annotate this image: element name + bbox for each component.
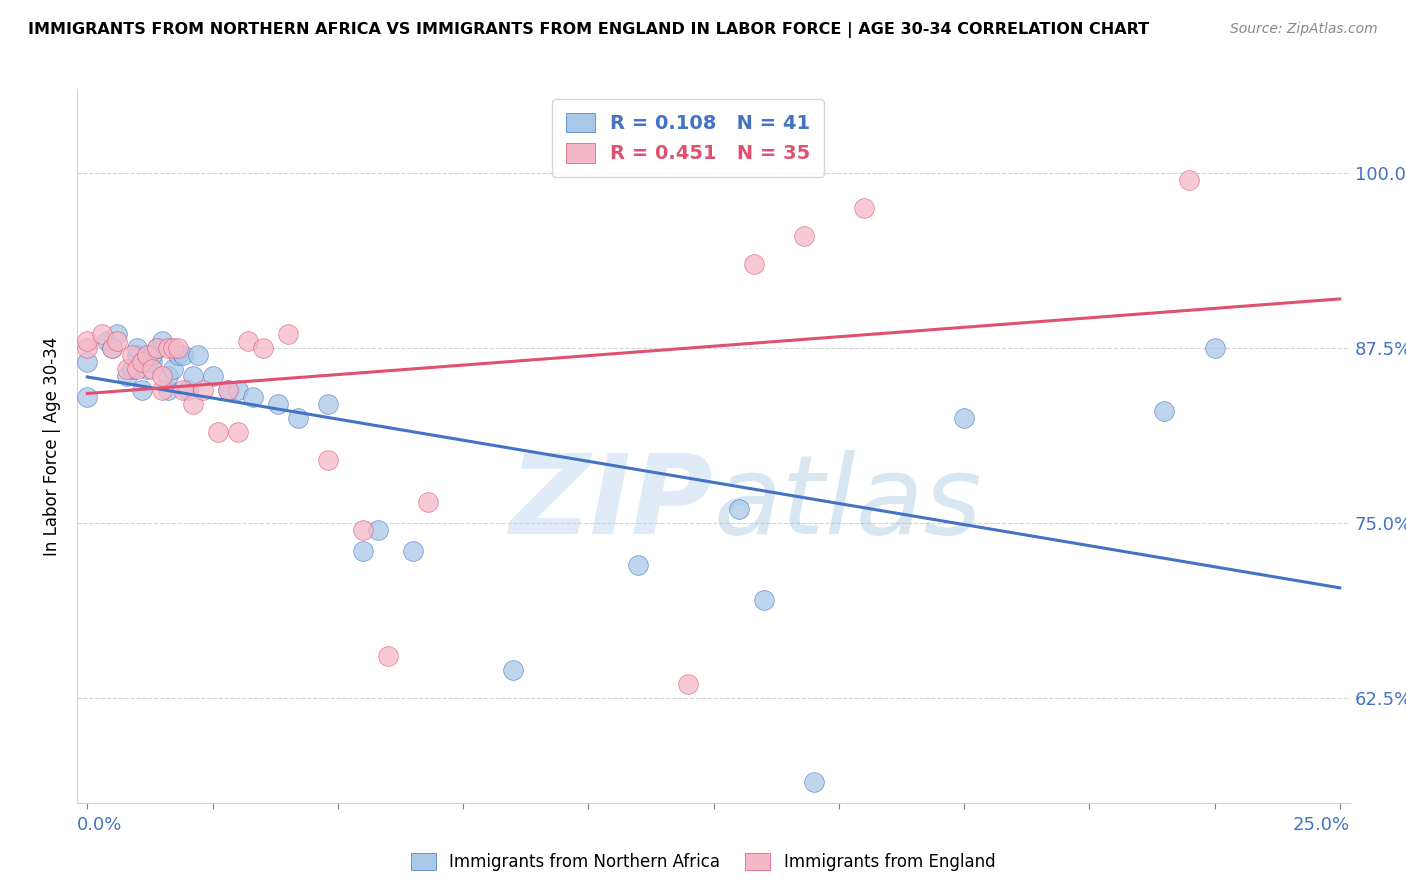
Legend: R = 0.108   N = 41, R = 0.451   N = 35: R = 0.108 N = 41, R = 0.451 N = 35 xyxy=(553,99,824,177)
Point xyxy=(803,774,825,789)
Point xyxy=(1153,404,1175,418)
Point xyxy=(156,369,179,384)
Point xyxy=(852,201,875,215)
Point xyxy=(131,355,153,369)
Legend: Immigrants from Northern Africa, Immigrants from England: Immigrants from Northern Africa, Immigra… xyxy=(402,845,1004,880)
Text: 25.0%: 25.0% xyxy=(1292,816,1350,834)
Point xyxy=(101,341,124,355)
Point xyxy=(226,425,249,439)
Point xyxy=(121,362,143,376)
Text: Source: ZipAtlas.com: Source: ZipAtlas.com xyxy=(1230,22,1378,37)
Point xyxy=(752,593,775,607)
Point xyxy=(176,383,198,397)
Point xyxy=(96,334,118,348)
Point xyxy=(76,355,98,369)
Point xyxy=(316,453,339,467)
Point xyxy=(162,341,184,355)
Point xyxy=(127,362,149,376)
Point xyxy=(793,229,815,244)
Point xyxy=(191,383,214,397)
Point xyxy=(277,327,299,342)
Point xyxy=(627,558,650,572)
Point xyxy=(172,383,194,397)
Point xyxy=(416,495,439,509)
Point xyxy=(953,411,976,425)
Point xyxy=(187,348,209,362)
Text: atlas: atlas xyxy=(714,450,983,557)
Point xyxy=(141,355,163,369)
Point xyxy=(107,327,129,342)
Point xyxy=(502,663,524,677)
Point xyxy=(166,341,188,355)
Point xyxy=(152,334,174,348)
Point xyxy=(166,348,188,362)
Point xyxy=(162,362,184,376)
Point xyxy=(76,390,98,404)
Point xyxy=(1178,173,1201,187)
Point xyxy=(127,341,149,355)
Point xyxy=(181,369,204,384)
Point xyxy=(201,369,224,384)
Point xyxy=(146,341,169,355)
Point xyxy=(287,411,309,425)
Point xyxy=(1204,341,1226,355)
Point xyxy=(121,348,143,362)
Point xyxy=(127,348,149,362)
Point xyxy=(101,341,124,355)
Point xyxy=(136,362,159,376)
Text: 0.0%: 0.0% xyxy=(77,816,122,834)
Text: IMMIGRANTS FROM NORTHERN AFRICA VS IMMIGRANTS FROM ENGLAND IN LABOR FORCE | AGE : IMMIGRANTS FROM NORTHERN AFRICA VS IMMIG… xyxy=(28,22,1149,38)
Point xyxy=(267,397,290,411)
Point xyxy=(217,383,239,397)
Point xyxy=(152,383,174,397)
Point xyxy=(152,369,174,384)
Point xyxy=(136,348,159,362)
Point xyxy=(117,369,139,384)
Point xyxy=(316,397,339,411)
Point xyxy=(402,544,425,558)
Point xyxy=(236,334,259,348)
Point xyxy=(181,397,204,411)
Point xyxy=(217,383,239,397)
Point xyxy=(352,544,374,558)
Point xyxy=(76,334,98,348)
Point xyxy=(107,334,129,348)
Point xyxy=(146,341,169,355)
Point xyxy=(172,348,194,362)
Point xyxy=(141,362,163,376)
Point xyxy=(367,523,389,537)
Point xyxy=(117,362,139,376)
Point xyxy=(377,648,399,663)
Point xyxy=(131,383,153,397)
Point xyxy=(242,390,264,404)
Point xyxy=(76,341,98,355)
Point xyxy=(226,383,249,397)
Point xyxy=(141,348,163,362)
Point xyxy=(156,341,179,355)
Point xyxy=(678,677,700,691)
Point xyxy=(727,502,749,516)
Point xyxy=(252,341,274,355)
Point xyxy=(742,257,765,271)
Text: ZIP: ZIP xyxy=(510,450,714,557)
Point xyxy=(352,523,374,537)
Y-axis label: In Labor Force | Age 30-34: In Labor Force | Age 30-34 xyxy=(44,336,62,556)
Point xyxy=(91,327,114,342)
Point xyxy=(156,383,179,397)
Point xyxy=(207,425,229,439)
